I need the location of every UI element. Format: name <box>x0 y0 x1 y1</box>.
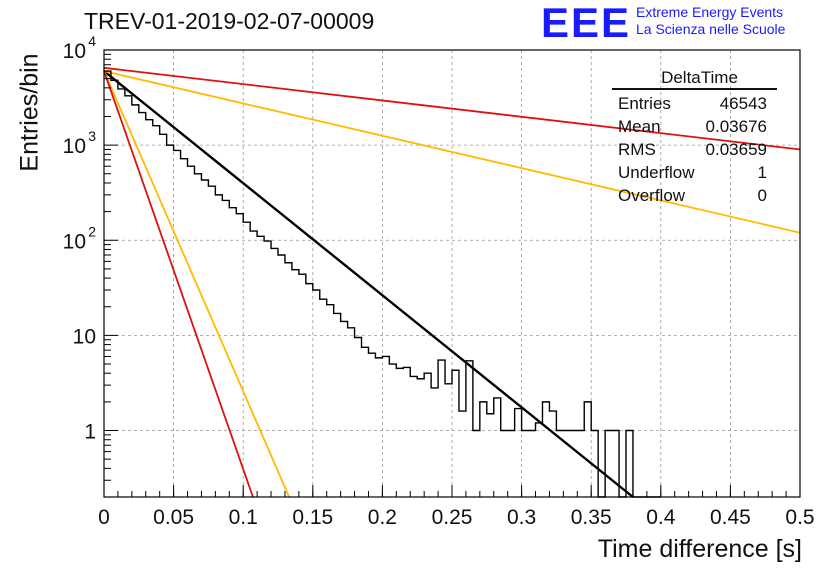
axis-ticks: 0 0.05 0.1 0.15 0.2 0.25 0.3 0.35 0.4 0.45 0.51101… <box>63 33 815 529</box>
x-tick-label: 0.05 <box>153 506 194 529</box>
stats-value: 1 <box>757 163 767 182</box>
x-tick-label: 0 <box>98 506 110 529</box>
stats-label: Underflow <box>618 163 695 182</box>
histogram-outline <box>104 70 661 498</box>
stats-row: Underflow 1 <box>612 161 777 184</box>
y-tick-label: 10 <box>63 135 86 158</box>
stats-row: Mean 0.03676 <box>612 115 777 138</box>
x-tick-label: 0.15 <box>292 506 333 529</box>
y-tick-label: 10 <box>63 40 86 63</box>
eee-logo: EEE <box>541 0 632 46</box>
x-tick-label: 0.1 <box>229 506 258 529</box>
stats-label: Mean <box>618 117 661 136</box>
stats-title: DeltaTime <box>612 68 777 90</box>
stats-row: Overflow 0 <box>612 184 777 207</box>
stats-value: 0 <box>757 186 767 205</box>
y-tick-label: 1 <box>84 421 96 444</box>
stats-label: Overflow <box>618 186 686 205</box>
fit-line <box>103 70 290 498</box>
logo-caption: Extreme Energy Events La Scienza nelle S… <box>636 4 785 38</box>
stats-value: 46543 <box>719 94 767 113</box>
logo-line-2: La Scienza nelle Scuole <box>636 21 786 37</box>
y-axis-label: Entries/bin <box>15 53 44 172</box>
stats-value: 0.03676 <box>705 117 767 136</box>
y-tick-label: 10 <box>73 325 96 348</box>
fit-line <box>103 70 254 498</box>
x-tick-label: 0.45 <box>710 506 751 529</box>
stats-box: DeltaTime Entries 46543 Mean 0.03676 RMS 0.… <box>612 68 777 207</box>
histogram <box>104 70 661 498</box>
logo-line-1: Extreme Energy Events <box>636 4 784 20</box>
y-tick-exponent: 4 <box>88 33 96 49</box>
stats-value: 0.03659 <box>705 140 767 159</box>
stats-row: RMS 0.03659 <box>612 138 777 161</box>
y-tick-label: 10 <box>63 230 86 253</box>
grid-lines <box>104 50 800 497</box>
stats-row: Entries 46543 <box>612 92 777 115</box>
x-tick-label: 0.35 <box>571 506 612 529</box>
stats-label: Entries <box>618 94 671 113</box>
chart-title: TREV-01-2019-02-07-00009 <box>84 8 375 34</box>
x-tick-label: 0.25 <box>432 506 473 529</box>
x-tick-label: 0.5 <box>785 506 814 529</box>
x-axis-label: Time difference [s] <box>597 535 802 563</box>
fit-line <box>103 70 801 234</box>
x-tick-label: 0.2 <box>368 506 397 529</box>
y-tick-exponent: 3 <box>88 128 96 144</box>
stats-label: RMS <box>618 140 656 159</box>
fit-curves <box>103 66 801 498</box>
fit-line <box>103 70 634 498</box>
fit-line <box>103 66 801 151</box>
x-tick-label: 0.4 <box>646 506 676 529</box>
y-tick-exponent: 2 <box>88 223 96 239</box>
x-tick-label: 0.3 <box>507 506 536 529</box>
